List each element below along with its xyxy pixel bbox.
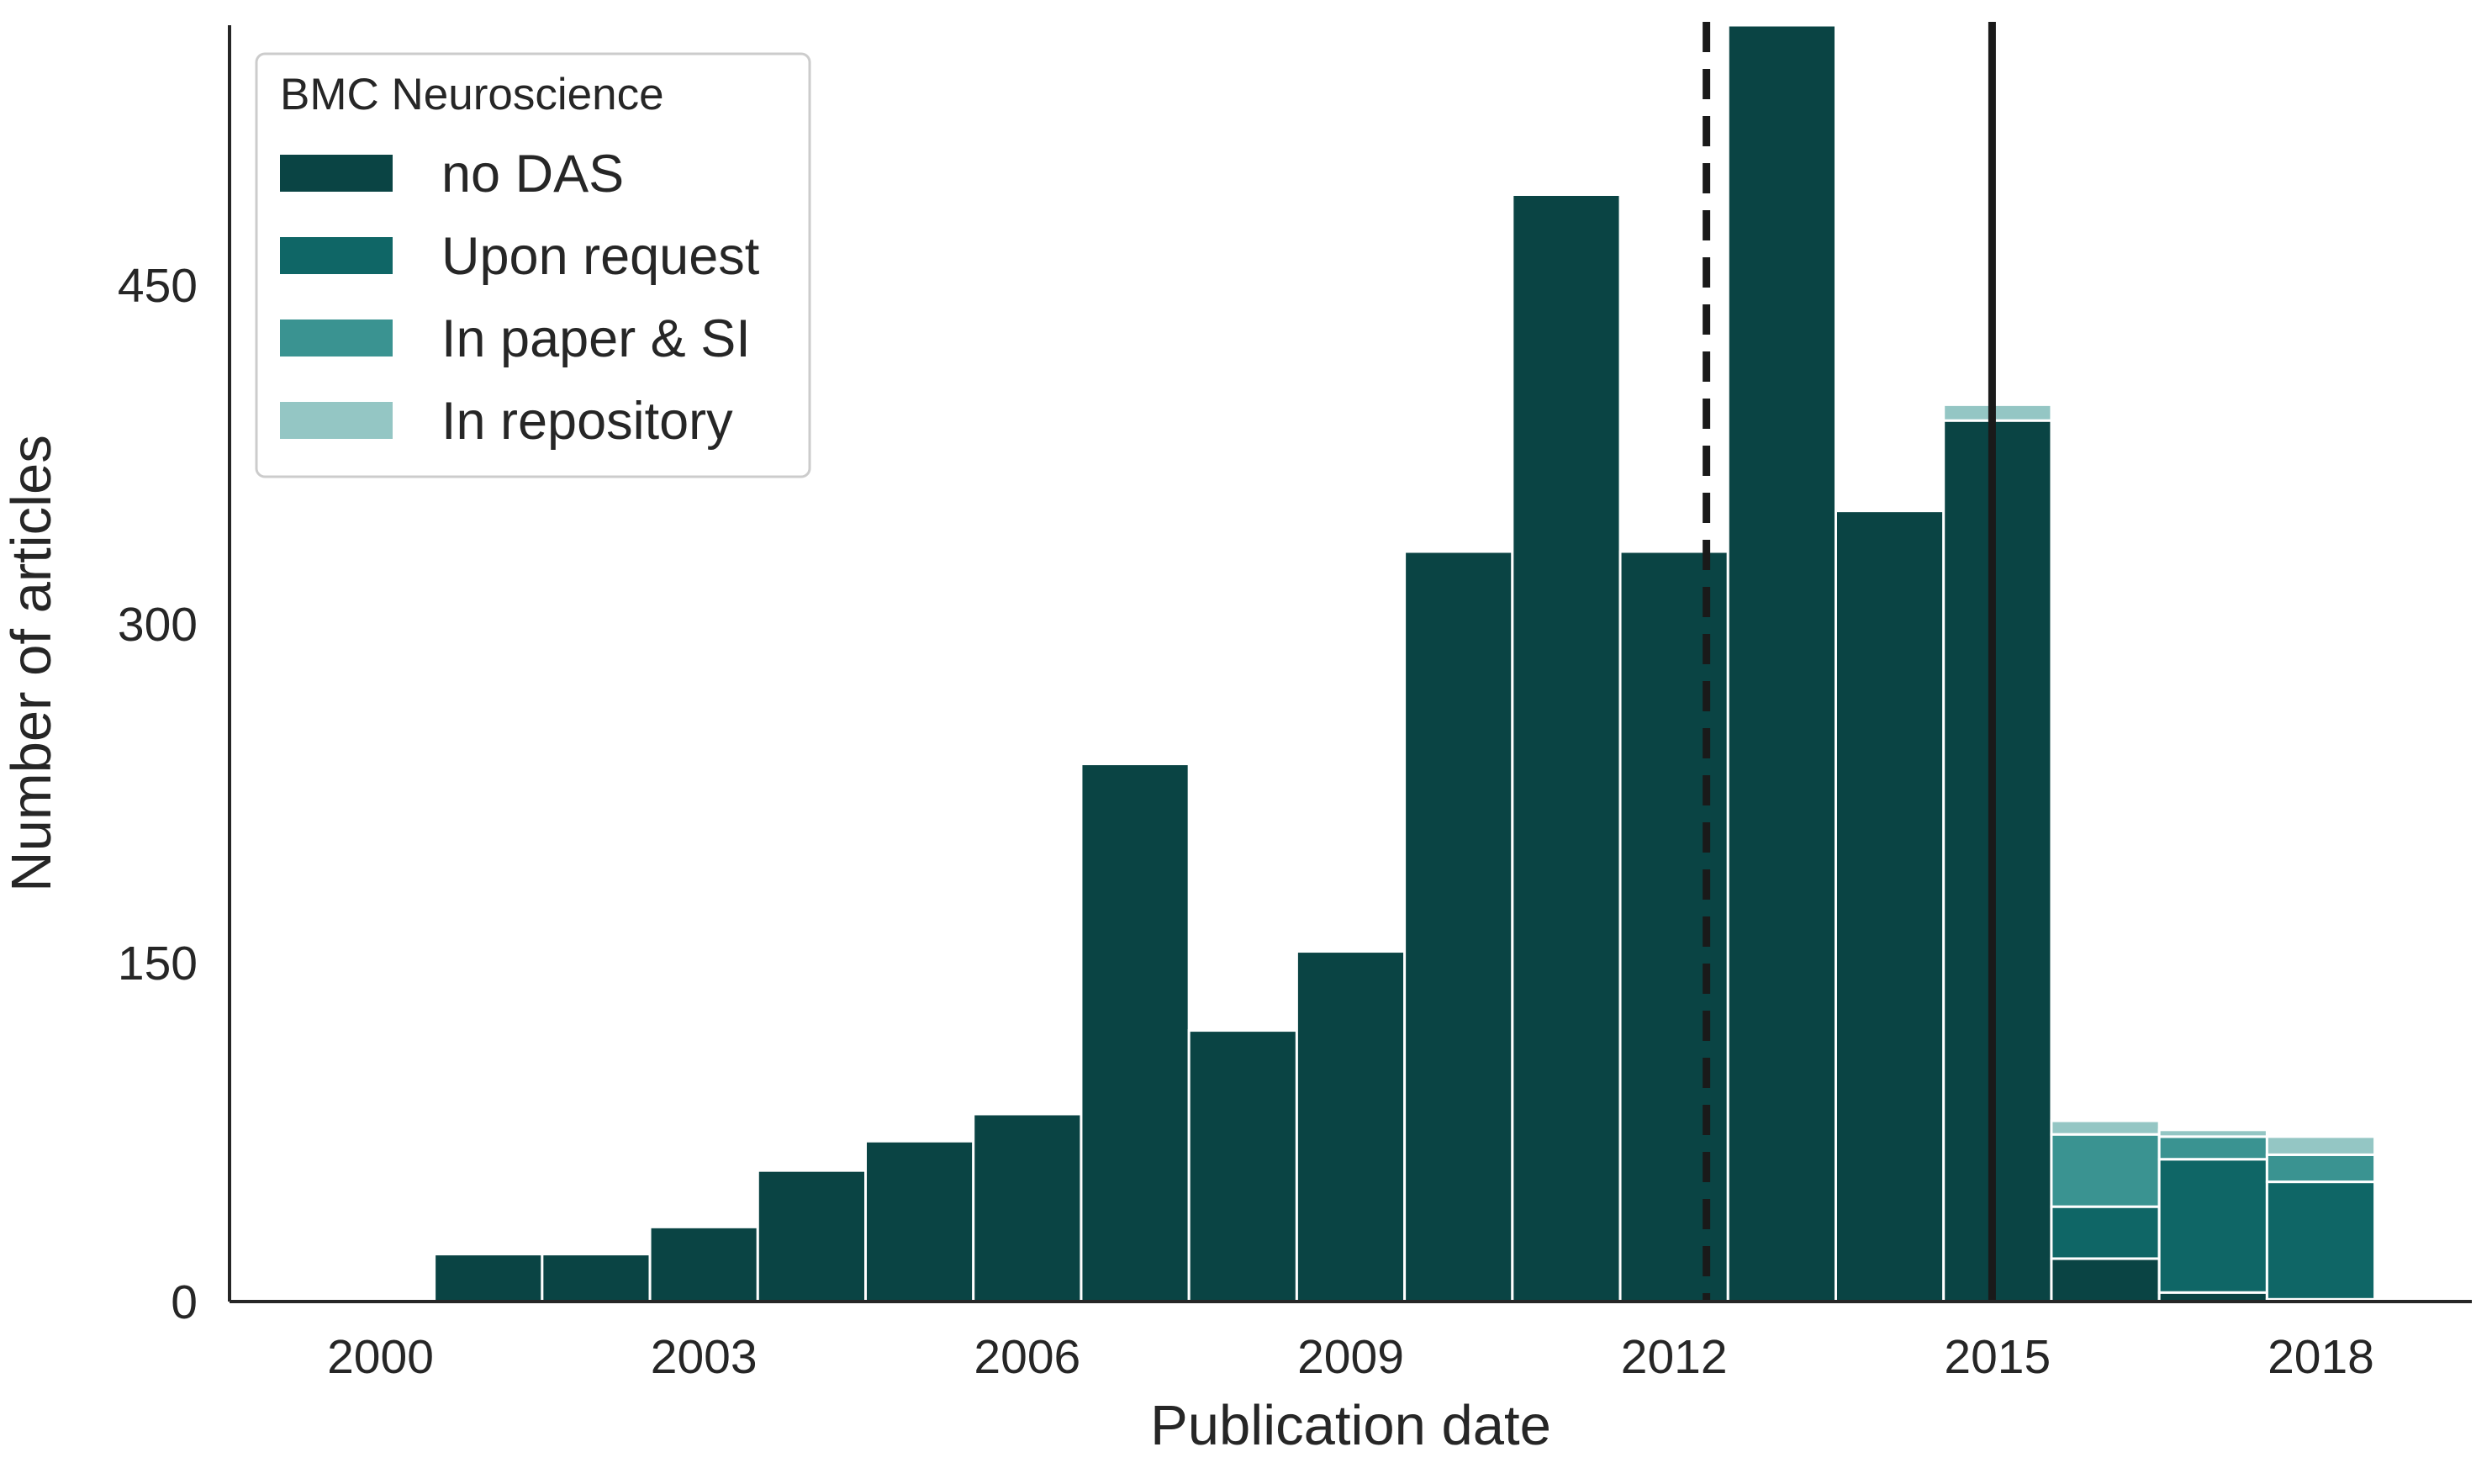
x-tick-label: 2006: [974, 1330, 1080, 1384]
legend-entries: no DAS Upon request In paper & SI In reposi…: [280, 145, 760, 451]
bar-segment: [972, 1112, 1083, 1303]
bar-segment: [1403, 550, 1514, 1303]
bar-segment: [2050, 1133, 2161, 1208]
legend-swatch: [280, 155, 393, 192]
legend-label: In paper & SI: [441, 309, 751, 368]
y-tick-label: 150: [118, 937, 198, 990]
bar-segment: [756, 1169, 868, 1303]
legend-swatch: [280, 402, 393, 439]
x-tick-label: 2000: [327, 1330, 434, 1384]
bar-segment: [1834, 510, 1946, 1303]
bar-segment: [1942, 419, 2053, 1303]
legend-label: no DAS: [441, 145, 624, 203]
x-tick-label: 2009: [1297, 1330, 1404, 1384]
bar-segment: [2157, 1135, 2268, 1161]
bar-segment: [2050, 1205, 2161, 1260]
ticks-layer: 2000 2003 2006 2009 2012 2015 2018 0 150 300 450: [118, 259, 2374, 1384]
bar-segment: [2157, 1128, 2268, 1138]
x-axis-title: Publication date: [1150, 1394, 1551, 1457]
bar-segment: [2050, 1119, 2161, 1136]
x-tick-label: 2003: [651, 1330, 758, 1384]
axes-layer: [228, 25, 2472, 1303]
x-tick-label: 2015: [1944, 1330, 2051, 1384]
bar-segment: [541, 1253, 652, 1303]
bar-segment: [1618, 550, 1729, 1303]
bar-segment: [2157, 1158, 2268, 1294]
y-tick-label: 300: [118, 598, 198, 652]
y-tick-label: 450: [118, 259, 198, 313]
bar-segment: [1080, 763, 1191, 1303]
legend-swatch: [280, 237, 393, 274]
bar-segment: [2050, 1257, 2161, 1303]
bar-segment: [433, 1253, 544, 1303]
reference-lines-layer: [1703, 22, 1996, 1302]
bar-segment: [2265, 1135, 2377, 1156]
y-tick-label: 0: [171, 1275, 198, 1329]
bar-segment: [1726, 24, 1837, 1303]
bar-segment: [648, 1225, 759, 1303]
legend-label: Upon request: [441, 227, 760, 286]
bar-segment: [1942, 403, 2053, 422]
legend: BMC Neuroscience no DAS Upon request In pa…: [255, 52, 811, 478]
bar-segment: [864, 1139, 975, 1303]
x-tick-label: 2012: [1621, 1330, 1728, 1384]
legend-label: In repository: [441, 392, 733, 451]
bar-segment: [2265, 1180, 2377, 1301]
bar-segment: [1187, 1029, 1298, 1303]
bar-segment: [1511, 193, 1622, 1303]
bar-segment: [2265, 1153, 2377, 1184]
legend-title: BMC Neuroscience: [280, 70, 664, 119]
legend-box: [255, 52, 811, 478]
x-tick-label: 2018: [2268, 1330, 2374, 1384]
y-axis-title: Number of articles: [0, 435, 63, 892]
bar-segment: [1295, 950, 1407, 1303]
legend-swatch: [280, 320, 393, 356]
